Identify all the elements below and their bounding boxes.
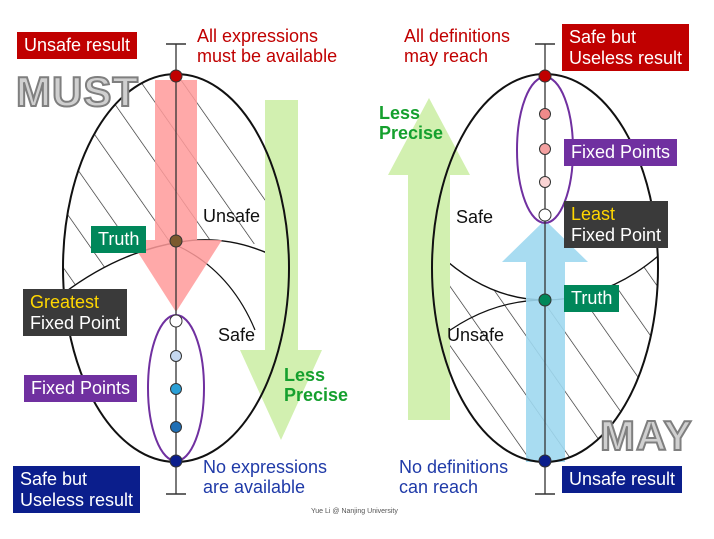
must-safe-label: Safe: [218, 325, 256, 345]
must-fixed-point-word: Fixed Point: [30, 312, 121, 333]
must-fixed-node-1: [170, 350, 182, 362]
may-fixed-point-word: Fixed Point: [571, 224, 662, 245]
may-top-node: [538, 69, 552, 83]
may-title: MAY: [599, 411, 693, 460]
may-least-fixed-point-badge: Least Fixed Point: [564, 201, 669, 249]
may-fixed-node-2: [539, 143, 551, 155]
must-bottom-result-badge: Safe but Useless result: [13, 466, 141, 514]
may-safe-label: Safe: [456, 207, 494, 227]
must-fixed-node-3: [170, 421, 182, 433]
may-top-result-badge: Safe but Useless result: [562, 24, 690, 72]
must-truth-node: [169, 234, 183, 248]
must-less-precise-label: Less Precise: [284, 365, 349, 406]
must-top-label: All expressions must be available: [197, 26, 338, 67]
must-top-node: [169, 69, 183, 83]
may-bottom-node: [538, 454, 552, 468]
must-greatest-fixed-point-badge: Greatest Fixed Point: [23, 289, 128, 337]
must-greatest-node: [169, 314, 183, 328]
may-fixed-points-badge: Fixed Points: [564, 139, 678, 166]
may-less-precise-label: Less Precise: [379, 103, 444, 144]
must-bottom-node: [169, 454, 183, 468]
may-truth-node: [538, 293, 552, 307]
must-less-precise-arrow: [240, 100, 322, 440]
may-bottom-label: No definitions can reach: [399, 457, 509, 498]
may-least-word: Least: [571, 204, 616, 224]
may-fixed-node-1: [539, 108, 551, 120]
footer-credit: Yue Li @ Nanjing University: [311, 508, 398, 515]
must-top-result-badge: Unsafe result: [17, 32, 138, 59]
must-unsafe-label: Unsafe: [203, 206, 261, 226]
may-least-node: [538, 208, 552, 222]
may-less-precise-arrow: [388, 98, 470, 420]
may-top-label: All definitions may reach: [404, 26, 511, 67]
may-bottom-result-badge: Unsafe result: [562, 466, 683, 493]
may-fixed-node-3: [539, 176, 551, 188]
may-truth-badge: Truth: [564, 285, 620, 312]
must-bottom-label: No expressions are available: [203, 457, 328, 498]
must-fixed-points-badge: Fixed Points: [24, 375, 138, 402]
must-title: MUST: [15, 67, 139, 116]
may-unsafe-label: Unsafe: [447, 325, 505, 345]
must-greatest-word: Greatest: [30, 292, 100, 312]
must-fixed-node-2: [170, 383, 182, 395]
must-truth-badge: Truth: [91, 226, 147, 253]
